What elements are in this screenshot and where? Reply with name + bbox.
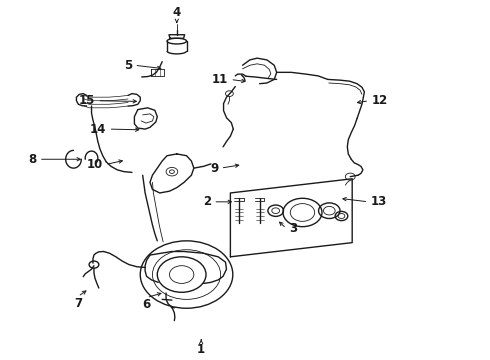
Text: 1: 1 <box>197 343 205 356</box>
Text: 11: 11 <box>212 73 228 86</box>
Text: 12: 12 <box>372 94 388 107</box>
Text: 13: 13 <box>371 195 387 208</box>
Text: 3: 3 <box>289 222 297 235</box>
Text: 10: 10 <box>86 158 103 171</box>
Text: 5: 5 <box>123 59 132 72</box>
Text: 6: 6 <box>143 298 151 311</box>
Text: 2: 2 <box>203 195 211 208</box>
Text: 8: 8 <box>28 153 36 166</box>
Text: 15: 15 <box>78 94 95 107</box>
Text: 14: 14 <box>90 123 106 136</box>
Text: 4: 4 <box>172 6 181 19</box>
Text: 7: 7 <box>74 297 82 310</box>
Text: 9: 9 <box>210 162 218 175</box>
